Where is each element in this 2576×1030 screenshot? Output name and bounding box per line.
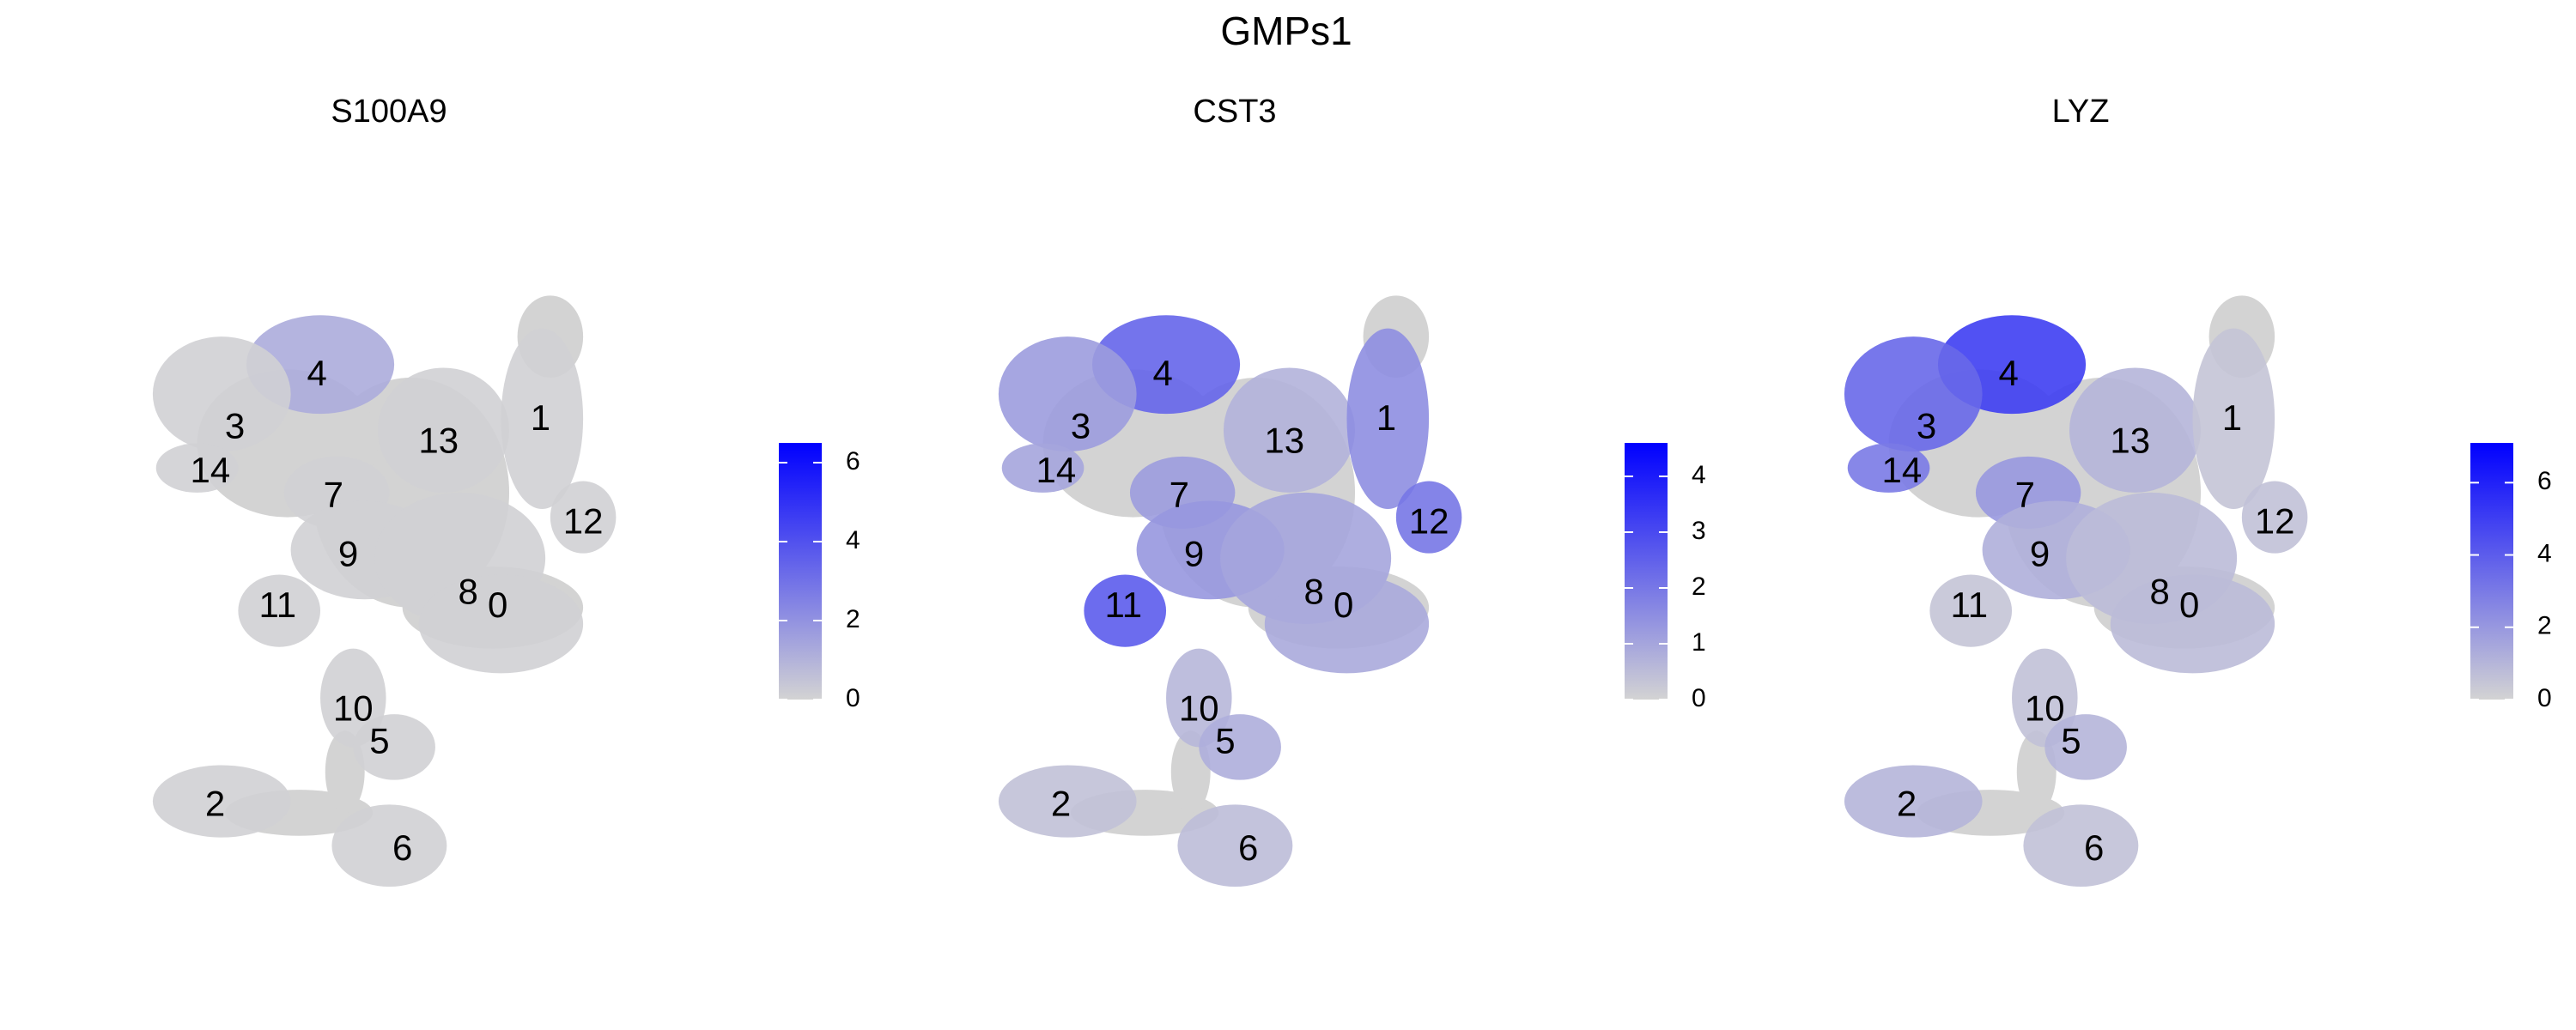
cluster-label: 2 xyxy=(205,783,225,823)
cluster-cells xyxy=(353,714,435,780)
cluster-label: 5 xyxy=(1215,721,1235,761)
cluster-cells xyxy=(152,765,291,838)
cluster-label: 7 xyxy=(324,475,343,515)
cluster-cells xyxy=(2192,328,2275,510)
cluster-label: 0 xyxy=(2179,585,2199,625)
cluster-label: 11 xyxy=(258,585,296,625)
cluster-label: 9 xyxy=(1184,534,1204,574)
cluster-label: 11 xyxy=(1950,585,1988,625)
cluster-cells xyxy=(1223,367,1356,493)
colorbar-tick-label: 2 xyxy=(2537,612,2552,640)
cluster-label: 4 xyxy=(1999,353,2019,393)
colorbar-tick-label: 4 xyxy=(2537,539,2552,567)
cluster-label: 9 xyxy=(338,534,358,574)
cluster-label: 5 xyxy=(2061,721,2081,761)
cluster-label: 7 xyxy=(2015,475,2035,515)
cluster-label: 10 xyxy=(333,688,374,728)
cluster-cells xyxy=(1844,336,1983,452)
colorbar-tick-label: 6 xyxy=(846,447,860,476)
colorbar-tick-label: 4 xyxy=(1692,461,1706,489)
figure-title: GMPs1 xyxy=(1220,9,1352,53)
cluster-label: 14 xyxy=(1036,450,1077,490)
cluster-label: 13 xyxy=(2110,421,2150,461)
cluster-cells xyxy=(377,367,510,493)
colorbar-tick-label: 6 xyxy=(2537,467,2552,495)
cluster-label: 8 xyxy=(459,572,478,612)
cluster-cells xyxy=(550,481,617,554)
cluster-label: 11 xyxy=(1104,585,1142,625)
cluster-label: 0 xyxy=(1334,585,1353,625)
cluster-label: 2 xyxy=(1051,783,1071,823)
cluster-cells xyxy=(1084,574,1167,647)
cluster-label: 10 xyxy=(1179,688,1219,728)
cluster-cells xyxy=(501,328,584,510)
cluster-label: 10 xyxy=(2025,688,2065,728)
cluster-cells xyxy=(1177,804,1293,888)
cluster-label: 6 xyxy=(392,827,412,868)
cluster-cells xyxy=(998,765,1137,838)
cluster-label: 13 xyxy=(1264,421,1304,461)
cluster-label: 5 xyxy=(369,721,389,761)
cluster-label: 4 xyxy=(1153,353,1173,393)
cluster-cells xyxy=(2044,714,2127,780)
panel-title: S100A9 xyxy=(331,94,447,130)
colorbar xyxy=(779,443,822,700)
cluster-label: 1 xyxy=(2222,397,2242,438)
cluster-cells xyxy=(1264,574,1430,674)
cluster-label: 14 xyxy=(1882,450,1923,490)
cluster-cells xyxy=(2023,804,2139,888)
cluster-cells xyxy=(1199,714,1281,780)
cluster-label: 2 xyxy=(1897,783,1917,823)
cluster-label: 8 xyxy=(1304,572,1324,612)
cluster-cells xyxy=(1395,481,1462,554)
cluster-label: 0 xyxy=(488,585,507,625)
cluster-label: 6 xyxy=(2084,827,2104,868)
colorbar xyxy=(2470,443,2513,700)
colorbar-tick-label: 3 xyxy=(1692,517,1706,545)
cluster-cells xyxy=(152,336,291,452)
cluster-cells xyxy=(1001,443,1084,493)
cluster-cells xyxy=(155,443,239,493)
cluster-cells xyxy=(2110,574,2275,674)
colorbar-tick-label: 2 xyxy=(846,605,860,633)
panel-title: CST3 xyxy=(1193,94,1276,130)
cluster-cells xyxy=(1844,765,1983,838)
colorbar-tick-label: 4 xyxy=(846,526,860,554)
cluster-label: 3 xyxy=(1071,405,1091,445)
cluster-label: 9 xyxy=(2030,534,2050,574)
cluster-label: 1 xyxy=(531,397,550,438)
cluster-cells xyxy=(2069,367,2202,493)
cluster-cells xyxy=(331,804,447,888)
colorbar xyxy=(1625,443,1668,700)
cluster-label: 14 xyxy=(191,450,231,490)
cluster-label: 3 xyxy=(225,405,245,445)
cluster-cells xyxy=(1929,574,2013,647)
cluster-cells xyxy=(1346,328,1430,510)
cluster-cells xyxy=(238,574,321,647)
colorbar-tick-label: 1 xyxy=(1692,628,1706,657)
cluster-label: 8 xyxy=(2150,572,2170,612)
cluster-label: 1 xyxy=(1376,397,1396,438)
cluster-cells xyxy=(2241,481,2308,554)
colorbar-tick-label: 0 xyxy=(846,684,860,712)
cluster-label: 12 xyxy=(1409,500,1449,541)
cluster-cells xyxy=(1847,443,1930,493)
cluster-label: 12 xyxy=(2255,500,2295,541)
cluster-label: 7 xyxy=(1170,475,1189,515)
cluster-label: 4 xyxy=(307,353,327,393)
cluster-label: 13 xyxy=(418,421,459,461)
colorbar-tick-label: 2 xyxy=(1692,573,1706,601)
colorbar-tick-label: 0 xyxy=(2537,684,2552,712)
panel-title: LYZ xyxy=(2052,94,2110,130)
cluster-label: 6 xyxy=(1238,827,1258,868)
cluster-cells xyxy=(418,574,584,674)
cluster-label: 12 xyxy=(563,500,604,541)
cluster-cells xyxy=(998,336,1137,452)
cluster-label: 3 xyxy=(1917,405,1936,445)
colorbar-tick-label: 0 xyxy=(1692,684,1706,712)
